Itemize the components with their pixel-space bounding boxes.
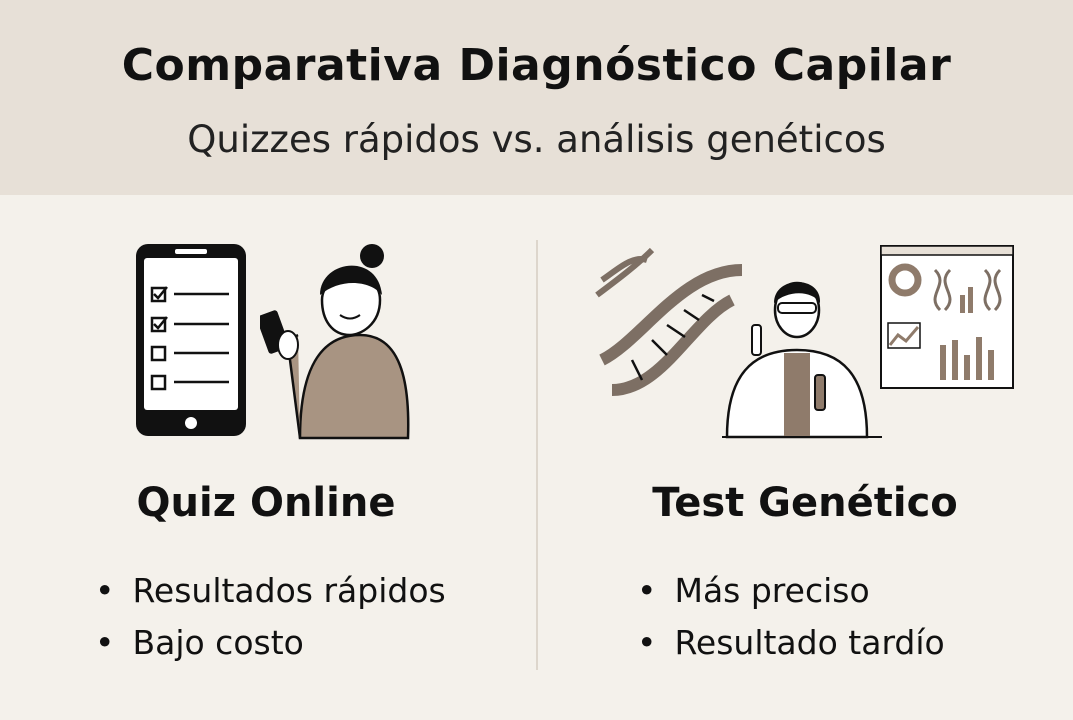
woman-with-phone-icon <box>260 244 410 440</box>
column-divider <box>536 240 538 670</box>
quiz-online-bullets: Resultados rápidos Bajo costo <box>95 565 446 669</box>
bullet-item: Resultados rápidos <box>95 565 445 617</box>
page-subtitle: Quizzes rápidos vs. análisis genéticos <box>187 118 886 161</box>
bullet-item: Más preciso <box>637 565 945 617</box>
page-title: Comparativa Diagnóstico Capilar <box>121 40 952 91</box>
lab-dashboard-icon <box>880 245 1014 389</box>
bullet-item: Resultado tardío <box>637 617 944 669</box>
scientist-icon <box>722 281 882 439</box>
phone-checklist-icon <box>136 244 246 436</box>
bullet-item: Bajo costo <box>95 617 446 669</box>
test-genetico-column: Test Genético Más preciso Resultado tard… <box>537 195 1073 720</box>
test-genetico-bullets: Más preciso Resultado tardío <box>637 565 945 669</box>
quiz-online-column: Quiz Online Resultados rápidos Bajo cost… <box>0 195 536 720</box>
dna-helix-icon <box>595 247 743 396</box>
header-band: Comparativa Diagnóstico Capilar Quizzes … <box>0 0 1073 195</box>
quiz-online-heading: Quiz Online <box>136 480 396 526</box>
test-genetico-heading: Test Genético <box>652 480 958 526</box>
